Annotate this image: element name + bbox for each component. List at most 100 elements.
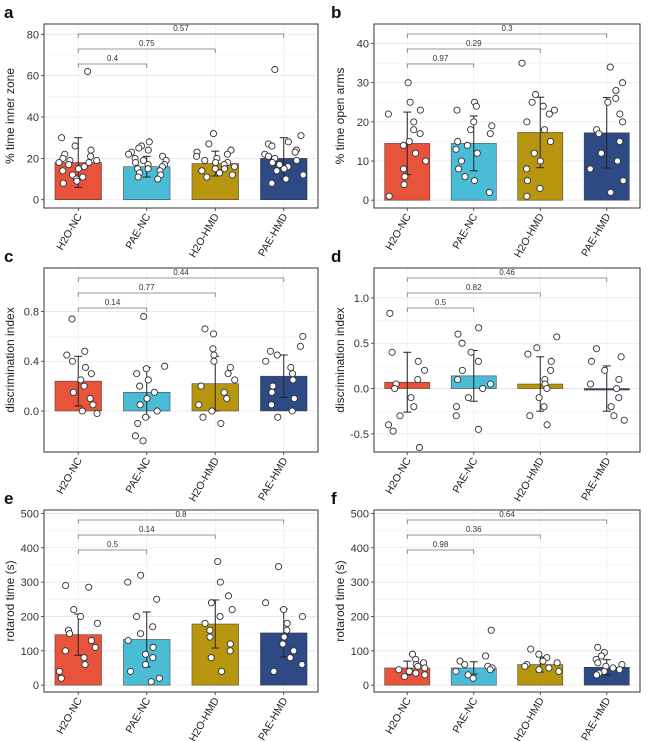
x-tick-label: H2O-NC — [54, 695, 85, 736]
data-point — [613, 385, 621, 393]
data-point — [609, 664, 617, 672]
data-point — [144, 165, 152, 173]
x-tick-label: PAE-NC — [124, 211, 154, 251]
data-point — [461, 660, 469, 669]
data-point — [142, 365, 150, 373]
data-point — [395, 666, 403, 674]
data-point — [224, 370, 232, 378]
y-tick-label: 0 — [363, 680, 369, 692]
data-point — [454, 137, 462, 145]
y-tick-label: 500 — [21, 508, 39, 520]
x-tick-label: H2O-NC — [383, 211, 414, 252]
y-tick-label: 0 — [363, 195, 369, 207]
data-point — [463, 141, 471, 149]
data-point — [617, 353, 625, 361]
y-tick-label: 10 — [357, 156, 369, 168]
data-point — [80, 654, 88, 662]
data-point — [136, 382, 144, 390]
data-point — [618, 118, 627, 126]
p-value-label: 0.14 — [105, 298, 121, 307]
data-point — [532, 90, 540, 99]
data-point — [224, 592, 233, 600]
x-tick-label: H2O-NC — [383, 455, 414, 496]
data-point — [153, 595, 161, 603]
data-point — [474, 357, 482, 365]
data-point — [93, 156, 101, 164]
data-point — [485, 188, 494, 196]
data-point — [405, 667, 413, 675]
data-point — [291, 148, 299, 156]
data-point — [134, 173, 142, 181]
data-point — [228, 606, 236, 614]
p-value-label: 0.98 — [433, 540, 449, 549]
data-point — [523, 118, 531, 126]
data-point — [214, 557, 222, 566]
data-point — [482, 652, 490, 660]
data-point — [530, 149, 538, 157]
data-point — [550, 106, 558, 114]
y-tick-label: 1.0 — [354, 293, 369, 305]
data-point — [384, 110, 392, 118]
data-point — [198, 167, 206, 175]
data-point — [293, 156, 301, 164]
panel-border — [43, 267, 319, 453]
data-point — [209, 130, 218, 138]
panel-letter: c — [4, 247, 13, 266]
data-point — [297, 132, 305, 140]
y-tick-label: 20 — [357, 117, 369, 129]
data-point — [282, 175, 290, 183]
p-value-label: 0.5 — [435, 298, 447, 307]
y-axis-label: discrimination index — [333, 307, 347, 412]
data-point — [553, 659, 561, 667]
data-point — [283, 619, 291, 627]
data-point — [61, 647, 70, 655]
data-point — [523, 165, 531, 173]
data-point — [533, 344, 541, 352]
x-tick-label: PAE-NC — [124, 455, 154, 495]
data-point — [195, 401, 203, 409]
data-point — [414, 357, 422, 365]
data-point — [587, 357, 596, 365]
data-point — [299, 332, 307, 340]
comparison-bracket — [77, 519, 285, 524]
p-value-label: 0.97 — [433, 54, 449, 63]
panel-letter: a — [4, 3, 14, 22]
panel-border — [43, 509, 319, 693]
data-point — [283, 626, 291, 634]
y-tick-label: 0 — [33, 680, 39, 692]
data-point — [389, 427, 397, 435]
data-point — [133, 612, 141, 621]
comparison-bracket — [406, 277, 608, 282]
data-point — [131, 432, 139, 440]
data-point — [610, 412, 618, 420]
data-point — [73, 177, 81, 185]
data-point — [266, 347, 274, 355]
data-point — [607, 403, 615, 411]
data-point — [521, 662, 529, 670]
panel-c: c 0.14 0.77 0.44 0.0 0.4 0.8 discrimination ind… — [3, 247, 319, 504]
data-point — [264, 152, 272, 160]
x-tick-label: H2O-NC — [54, 211, 85, 252]
data-point — [456, 657, 464, 665]
data-point — [223, 394, 231, 403]
data-point — [555, 667, 563, 675]
panel-b: b 0.97 0.29 0.3 0 10 20 30 40 % time open arms H2O… — [331, 3, 641, 260]
data-point — [275, 563, 283, 571]
comparison-bracket — [77, 549, 148, 554]
data-point — [400, 180, 408, 189]
data-point — [479, 385, 487, 393]
x-tick-label: H2O-HMD — [187, 211, 222, 260]
data-point — [540, 403, 548, 411]
data-point — [400, 165, 408, 173]
data-point — [273, 167, 281, 175]
panel-border — [373, 509, 641, 693]
panel-letter: b — [331, 3, 341, 22]
x-tick-label: H2O-HMD — [512, 211, 547, 260]
data-point — [211, 165, 219, 173]
data-point — [267, 401, 276, 409]
data-point — [539, 657, 547, 665]
data-point — [201, 156, 209, 164]
data-point — [404, 79, 412, 87]
y-tick-label: 0.0 — [354, 384, 369, 396]
data-point — [59, 179, 67, 187]
